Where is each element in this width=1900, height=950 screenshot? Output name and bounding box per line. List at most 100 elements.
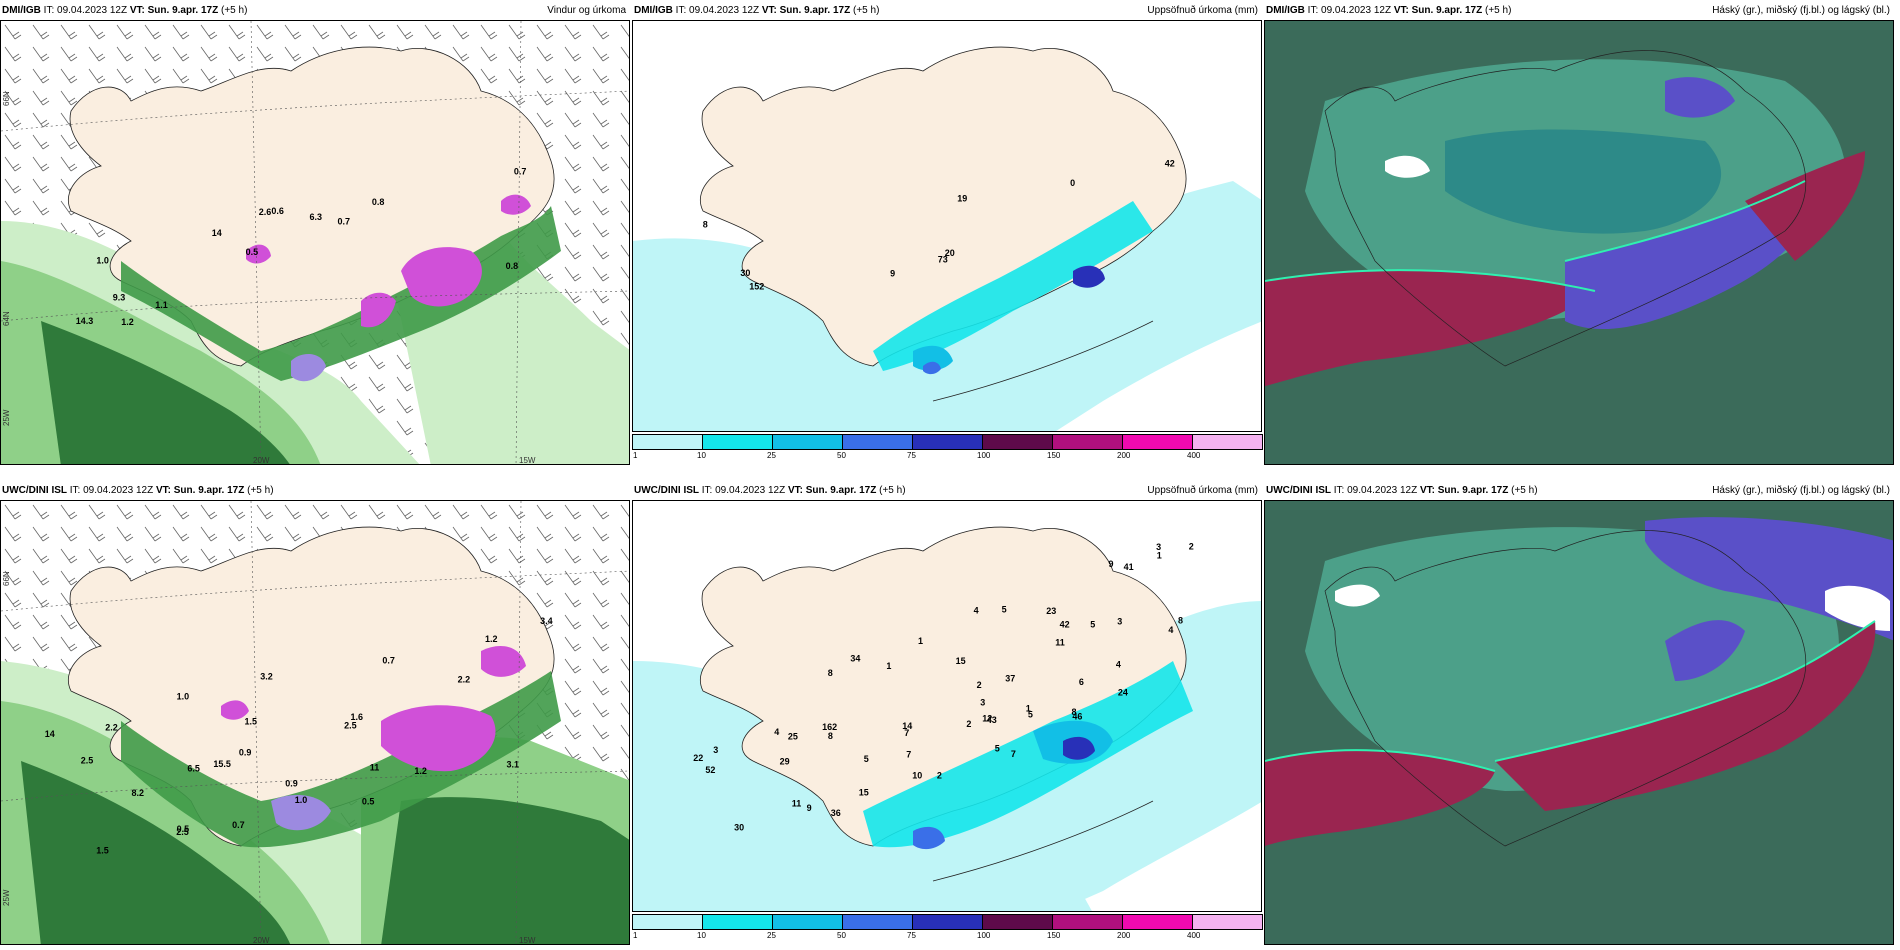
value-label: 1.2 (485, 634, 498, 644)
value-label: 0.7 (514, 166, 527, 176)
colorbar-swatch (632, 434, 703, 450)
init-time: IT: 09.04.2023 12Z (1333, 485, 1418, 496)
value-label: 1 (886, 661, 891, 671)
model-name: DMI/IGB (2, 5, 41, 16)
value-label: 46 (1072, 712, 1082, 722)
lat-label: 66N (2, 91, 11, 106)
value-label: 0.7 (338, 217, 351, 227)
colorbar-tick-label: 25 (767, 931, 776, 940)
map-canvas: 66N 25W 20W 15W 0.7 0.5 0.5 1.2 1.0 2.2 6.5 3.1… (1, 501, 629, 945)
panel-title: Háský (gr.), miðský (fj.bl.) og lágský (… (1712, 485, 1890, 496)
value-label: 0.9 (285, 778, 298, 788)
colorbar-tick-label: 1 (633, 931, 638, 940)
value-label: 9 (1109, 559, 1114, 569)
panel-header: UWC/DINI ISL IT: 09.04.2023 12Z VT: Sun.… (2, 485, 274, 496)
colorbar-swatch (632, 914, 703, 930)
value-label: 4 (974, 606, 979, 616)
colorbar-tick-label: 100 (977, 451, 991, 460)
wind-precip-map[interactable]: 66N 25W 20W 15W 0.7 0.5 0.5 1.2 1.0 2.2 6.5 3.1… (0, 500, 630, 945)
lead-time: (+5 h) (853, 5, 880, 16)
value-label: 11 (792, 799, 802, 809)
value-label: 5 (864, 754, 869, 764)
value-label: 0.8 (506, 261, 519, 271)
panel-clouds-uwc: UWC/DINI ISL IT: 09.04.2023 12Z VT: Sun.… (1264, 480, 1894, 945)
value-label: 1 (1026, 704, 1031, 714)
precip-colorbar: 1 10 25 50 75 100 150 200 400 (632, 434, 1263, 462)
value-label: 7 (1011, 749, 1016, 759)
value-label: 19 (957, 194, 967, 204)
colorbar-swatch (1122, 434, 1193, 450)
value-label: 3.1 (507, 760, 520, 770)
lat-label: 64N (2, 311, 11, 326)
value-label: 8 (828, 668, 833, 678)
value-label: 3.4 (540, 616, 553, 626)
value-label: 2.5 (176, 827, 189, 837)
value-label: 0.7 (232, 820, 245, 830)
value-label: 37 (1005, 673, 1015, 683)
value-label: 1.2 (414, 766, 427, 776)
colorbar-tick-label: 150 (1047, 451, 1061, 460)
panel-accum-precip-dmi: DMI/IGB IT: 09.04.2023 12Z VT: Sun. 9.ap… (632, 0, 1263, 465)
cloud-cover-map[interactable] (1264, 20, 1894, 465)
value-label: 23 (1046, 606, 1056, 616)
model-name: UWC/DINI ISL (2, 485, 67, 496)
value-label: 73 (938, 255, 948, 265)
value-label: 20 (945, 248, 955, 258)
value-label: 11 (1055, 638, 1065, 648)
value-label: 2 (977, 680, 982, 690)
colorbar-tick-label: 200 (1117, 931, 1131, 940)
map-canvas (1265, 21, 1893, 464)
accum-precip-map[interactable]: 7 8 11 4 5 5 4 8 7 9 30 22 14 12 11 9 52 41 6 3 8 43 36 46 37 42 2… (632, 500, 1262, 912)
value-label: 3 (713, 745, 718, 755)
cloud-cover-map[interactable] (1264, 500, 1894, 945)
value-label: 9.3 (113, 293, 126, 303)
value-label: 2 (966, 719, 971, 729)
value-label: 14 (902, 721, 912, 731)
init-time: IT: 09.04.2023 12Z (43, 5, 128, 16)
colorbar-tick-label: 50 (837, 931, 846, 940)
value-label: 1.0 (96, 255, 109, 265)
colorbar-swatch (982, 434, 1053, 450)
panel-wind-precip-dmi: DMI/IGB IT: 09.04.2023 12Z VT: Sun. 9.ap… (0, 0, 630, 465)
value-label: 14 (45, 729, 55, 739)
map-canvas: 66N 64N 25W 20W 15W 0.8 1.0 0.7 0.5 0.8 1.2 2.… (1, 21, 629, 464)
value-label: 15 (956, 656, 966, 666)
value-label: 3 (1156, 542, 1161, 552)
value-label: 30 (734, 822, 744, 832)
map-canvas: 9 20 19 8 42 152 73 30 0 (633, 21, 1261, 431)
init-time: IT: 09.04.2023 12Z (1307, 5, 1392, 16)
value-label: 1.0 (177, 692, 190, 702)
accum-precip-map[interactable]: 9 20 19 8 42 152 73 30 0 (632, 20, 1262, 432)
value-label: 34 (850, 653, 860, 663)
value-label: 52 (705, 765, 715, 775)
panel-title: Uppsöfnuð úrkoma (mm) (1147, 5, 1258, 16)
model-name: UWC/DINI ISL (634, 485, 699, 496)
colorbar-swatch (772, 434, 843, 450)
lead-time: (+5 h) (1485, 5, 1512, 16)
value-label: 3.2 (260, 672, 273, 682)
value-label: 14 (212, 228, 222, 238)
value-label: 15 (859, 787, 869, 797)
value-label: 11 (370, 763, 380, 773)
colorbar-swatch (702, 434, 773, 450)
panel-wind-precip-uwc: UWC/DINI ISL IT: 09.04.2023 12Z VT: Sun.… (0, 480, 630, 945)
colorbar-swatch (842, 914, 913, 930)
colorbar-swatch (842, 434, 913, 450)
value-label: 2 (1189, 542, 1194, 552)
colorbar-swatch (912, 434, 983, 450)
value-label: 1.1 (155, 300, 168, 310)
precip-value-labels: 0.7 0.5 0.5 1.2 1.0 2.2 6.5 3.1 3.2 1.5 1.2 1.0 0.9 0… (45, 616, 553, 856)
wind-precip-map[interactable]: 66N 64N 25W 20W 15W 0.8 1.0 0.7 0.5 0.8 1.2 2.… (0, 20, 630, 465)
lon-label: 15W (519, 936, 536, 945)
colorbar-tick-label: 200 (1117, 451, 1131, 460)
colorbar-swatch (1122, 914, 1193, 930)
precip-value-labels: 0.8 1.0 0.7 0.5 0.8 1.2 2.6 6.3 9.3 14 14.3 1.1 0.6 0… (76, 166, 527, 326)
accum-value-labels: 9 20 19 8 42 152 73 30 0 (703, 158, 1175, 291)
value-label: 2.6 (259, 207, 272, 217)
colorbar-swatch (1192, 914, 1263, 930)
value-label: 2.2 (458, 675, 471, 685)
value-label: 25 (788, 731, 798, 741)
lead-time: (+5 h) (879, 485, 906, 496)
colorbar-swatch (1052, 914, 1123, 930)
